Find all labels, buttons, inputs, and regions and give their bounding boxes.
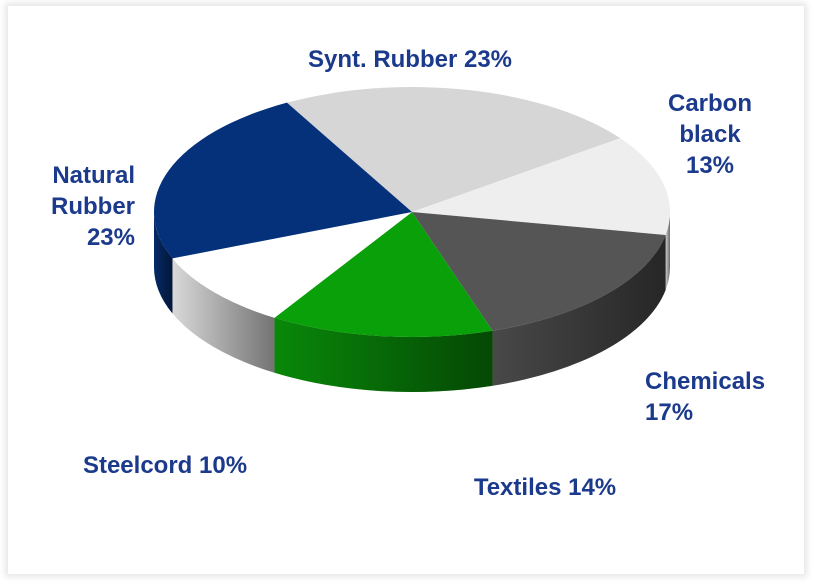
- slice-side-shade: [665, 212, 670, 290]
- value-label: 23%: [86, 224, 135, 251]
- category-name: Natural Rubber: [51, 162, 135, 220]
- category-name: Steelcord: [82, 452, 193, 479]
- slice-label: Carbon black 13%: [650, 88, 770, 181]
- slice: [412, 138, 670, 235]
- slice-label: Textiles 14%: [430, 472, 660, 503]
- value-label: 23%: [463, 46, 513, 73]
- slice-label: Steelcord 10%: [40, 450, 290, 481]
- slice: [286, 87, 621, 212]
- slice: [412, 212, 666, 331]
- category-name: Chemicals: [645, 368, 766, 395]
- value-label: 13%: [685, 152, 735, 179]
- slice-side-shade: [154, 212, 173, 314]
- category-name: Synt. Rubber: [307, 46, 458, 73]
- slice-side-shade: [492, 234, 666, 386]
- slice-label: Synt. Rubber 23%: [240, 44, 580, 75]
- value-label: 10%: [199, 452, 248, 479]
- slice: [274, 212, 493, 337]
- category-name: Textiles: [473, 474, 562, 501]
- value-label: 14%: [568, 474, 617, 501]
- category-name: Carbon black: [668, 90, 752, 148]
- slice: [172, 212, 412, 318]
- value-label: 17%: [645, 399, 694, 426]
- slice-side-shade: [274, 317, 493, 393]
- slice: [153, 102, 412, 259]
- slice-label: Natural Rubber 23%: [20, 160, 135, 253]
- slice-label: Chemicals 17%: [645, 366, 814, 428]
- slice-side-shade: [172, 258, 275, 373]
